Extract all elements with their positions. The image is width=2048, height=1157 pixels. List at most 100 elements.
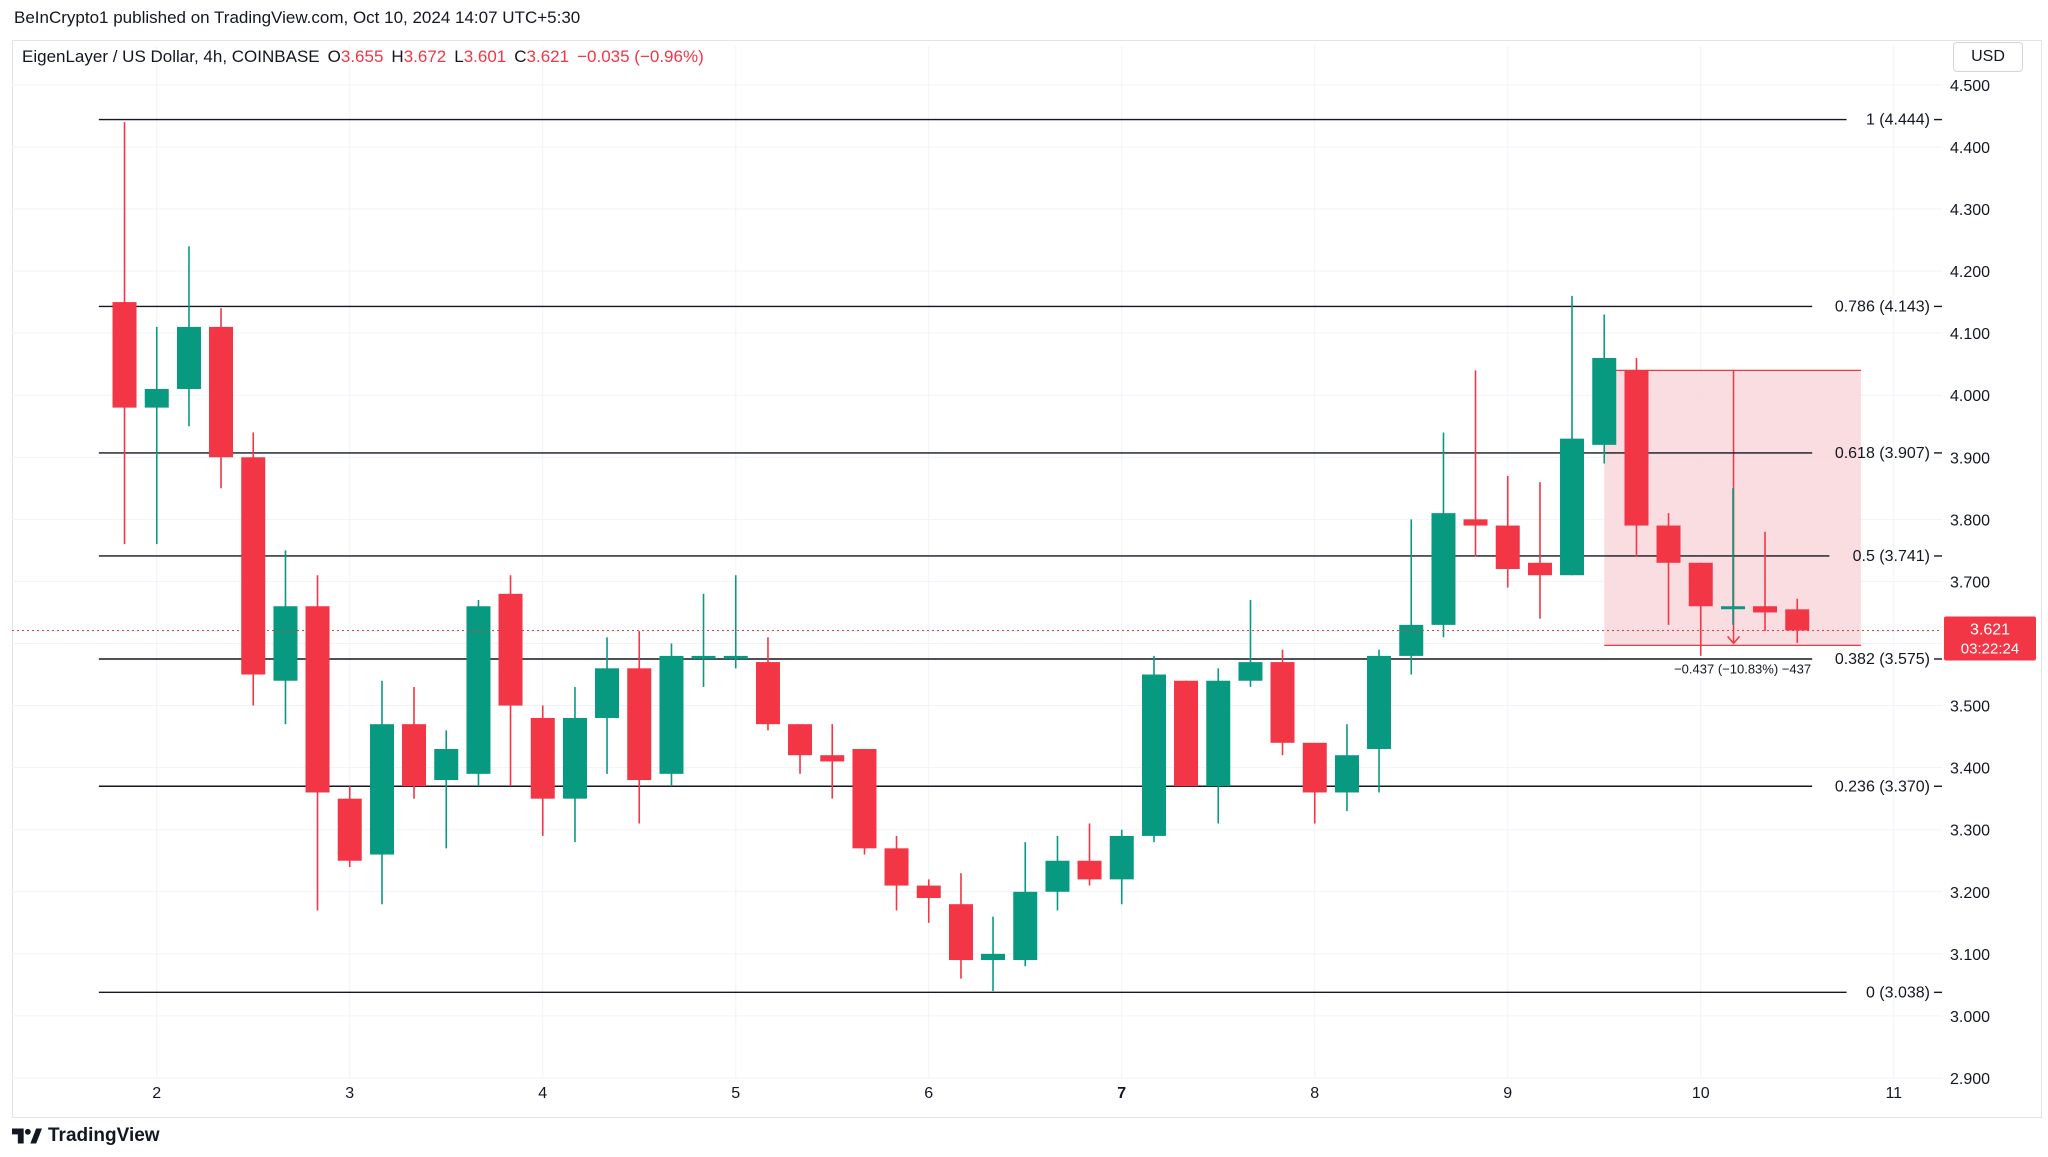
chart-frame xyxy=(12,40,2042,1118)
candle-down xyxy=(1785,609,1810,631)
candle-up xyxy=(1367,655,1392,750)
y-tick-label: 4.200 xyxy=(1950,264,1990,281)
current-price-label: 3.621 xyxy=(1970,621,2010,638)
candle-up xyxy=(595,668,620,718)
symbol-legend: EigenLayer / US Dollar, 4h, COINBASE O3.6… xyxy=(22,47,704,67)
low-value: 3.601 xyxy=(463,47,507,66)
candle-down xyxy=(530,717,555,799)
candle-down xyxy=(1270,662,1295,743)
footer-brand-label: TradingView xyxy=(48,1125,160,1146)
x-tick-label: 2 xyxy=(152,1085,161,1102)
x-tick-label: 11 xyxy=(1885,1085,1902,1102)
candle-up xyxy=(176,326,201,389)
candle-down xyxy=(884,848,909,886)
candle-up xyxy=(1238,662,1263,681)
y-tick-label: 3.500 xyxy=(1950,699,1990,716)
x-tick-label: 8 xyxy=(1310,1085,1319,1102)
y-tick-label: 3.000 xyxy=(1950,1009,1990,1026)
candle-down xyxy=(1495,525,1520,569)
y-tick-label: 3.100 xyxy=(1950,947,1990,964)
candle-up xyxy=(1431,513,1456,625)
candle-down xyxy=(627,668,652,781)
candle-down xyxy=(305,606,330,793)
y-tick-label: 4.100 xyxy=(1950,326,1990,343)
candle-up xyxy=(434,749,459,781)
short-measure-arrow xyxy=(1726,635,1741,645)
candle-up xyxy=(691,655,716,659)
candle-up xyxy=(1592,357,1617,445)
candle-down xyxy=(1688,562,1713,607)
y-tick-label: 3.900 xyxy=(1950,450,1990,467)
candle-up xyxy=(1206,680,1231,787)
y-tick-label: 3.700 xyxy=(1950,574,1990,591)
close-value: 3.621 xyxy=(526,47,570,66)
candle-down xyxy=(209,326,234,458)
candle-down xyxy=(1077,860,1102,880)
candle-down xyxy=(820,755,845,762)
footer-brand[interactable]: TradingView xyxy=(12,1125,160,1147)
candle-down xyxy=(337,798,362,861)
fib-level-label: 0.382 (3.575) xyxy=(1835,651,1930,668)
fib-level-label: 0.236 (3.370) xyxy=(1835,778,1930,795)
y-tick-label: 4.400 xyxy=(1950,140,1990,157)
candle-up xyxy=(1399,624,1424,656)
y-tick-label: 4.300 xyxy=(1950,202,1990,219)
fib-level-label: 1 (4.444) xyxy=(1866,112,1930,129)
candle-up xyxy=(981,953,1006,961)
candle-up xyxy=(1141,674,1166,836)
candle-down xyxy=(916,885,941,898)
high-value: 3.672 xyxy=(403,47,447,66)
open-value: 3.655 xyxy=(340,47,384,66)
x-tick-label: 5 xyxy=(731,1085,740,1102)
candle-up xyxy=(1334,755,1359,793)
candle-up xyxy=(723,655,748,659)
candle-up xyxy=(144,388,169,408)
y-tick-label: 4.500 xyxy=(1950,78,1990,95)
candle-up xyxy=(1013,891,1038,961)
candle-down xyxy=(1302,742,1327,793)
y-tick-label: 4.000 xyxy=(1950,388,1990,405)
open-label: O xyxy=(327,47,341,66)
x-tick-label: 7 xyxy=(1117,1085,1126,1102)
candle-down xyxy=(1753,606,1778,613)
candle-down xyxy=(1174,680,1199,787)
candle-up xyxy=(1560,438,1585,576)
candle-up xyxy=(659,655,684,774)
candle-up xyxy=(273,606,298,681)
tradingview-logo-icon xyxy=(12,1128,42,1144)
candle-down xyxy=(112,302,137,408)
x-tick-label: 3 xyxy=(345,1085,354,1102)
candle-up xyxy=(562,717,587,799)
candle-down xyxy=(498,593,523,706)
low-label: L xyxy=(454,47,464,66)
fib-level-label: 0.5 (3.741) xyxy=(1853,548,1930,565)
x-tick-label: 9 xyxy=(1503,1085,1512,1102)
y-tick-label: 2.900 xyxy=(1950,1071,1990,1088)
y-tick-label: 3.400 xyxy=(1950,761,1990,778)
y-tick-label: 3.800 xyxy=(1950,512,1990,529)
x-tick-label: 4 xyxy=(538,1085,547,1102)
fib-level-label: 0.786 (4.143) xyxy=(1835,298,1930,315)
candle-down xyxy=(1656,525,1681,563)
candle-down xyxy=(1624,370,1649,526)
close-label: C xyxy=(514,47,527,66)
y-tick-label: 3.200 xyxy=(1950,885,1990,902)
candle-down xyxy=(241,457,266,675)
x-tick-label: 6 xyxy=(924,1085,933,1102)
change-value: −0.035 (−0.96%) xyxy=(577,47,704,66)
candle-up xyxy=(369,724,394,855)
candle-up xyxy=(1109,835,1134,880)
currency-button[interactable]: USD xyxy=(1953,42,2023,72)
symbol-name: EigenLayer / US Dollar, 4h, COINBASE xyxy=(22,47,320,66)
candle-down xyxy=(948,904,973,961)
candle-up xyxy=(1720,606,1745,610)
candle-down xyxy=(755,662,780,725)
candle-up xyxy=(466,606,491,774)
candle-down xyxy=(788,724,813,756)
high-label: H xyxy=(391,47,404,66)
fib-level-label: 0 (3.038) xyxy=(1866,984,1930,1001)
publisher-caption: BeInCrypto1 published on TradingView.com… xyxy=(14,8,581,27)
y-tick-label: 3.300 xyxy=(1950,823,1990,840)
candle-down xyxy=(402,724,427,787)
